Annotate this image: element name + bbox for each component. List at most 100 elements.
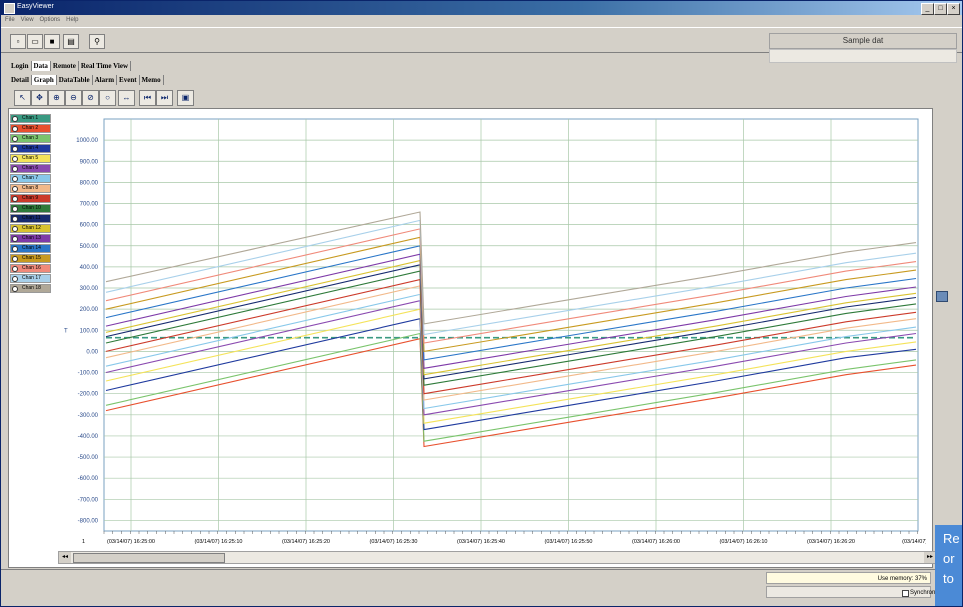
menu-view[interactable]: View [20,17,34,23]
print-icon[interactable]: ▤ [63,34,79,49]
legend-label: Chan 11 [22,215,41,221]
legend-item[interactable]: Chan 6 [10,164,51,173]
tab-remote[interactable]: Remote [51,61,79,71]
maximize-button[interactable]: □ [934,3,947,15]
tab-detail[interactable]: Detail [9,75,32,85]
menu-help[interactable]: Help [66,17,79,23]
x-tick-label: (03/14/07) 16:25:30 [369,539,417,545]
legend-item[interactable]: Chan 11 [10,214,51,223]
legend-radio-icon[interactable] [12,236,18,242]
legend-item[interactable]: Chan 17 [10,274,51,283]
zoom-in-icon[interactable]: ⊕ [48,90,65,106]
legend-item[interactable]: Chan 9 [10,194,51,203]
tab-data[interactable]: Data [31,61,51,71]
overlay-line-3: to [943,571,954,586]
legend-item[interactable]: Chan 14 [10,244,51,253]
open-icon[interactable]: ▭ [27,34,43,49]
legend-item[interactable]: Chan 13 [10,234,51,243]
legend-item[interactable]: Chan 7 [10,174,51,183]
fit-icon[interactable]: ↔ [118,90,135,106]
legend-radio-icon[interactable] [12,266,18,272]
legend-label: Chan 1 [22,115,39,121]
graph-chart[interactable]: 1000.00 900.00 800.00 700.00 600.00 500.00 400… [56,111,926,551]
memory-usage: Use memory: 37% [766,572,931,584]
plot-area [103,118,919,532]
legend-item[interactable]: Chan 18 [10,284,51,293]
scroll-right-icon[interactable]: ▸▸ [924,552,936,563]
close-button[interactable]: × [947,3,960,15]
legend-radio-icon[interactable] [12,226,18,232]
legend-item[interactable]: Chan 1 [10,114,51,123]
legend-radio-icon[interactable] [12,176,18,182]
panel-toggle-button[interactable] [936,291,948,302]
x-tick-label: (03/14/07) 16:25:50 [544,539,592,545]
legend-radio-icon[interactable] [12,286,18,292]
legend-label: Chan 13 [22,235,41,241]
minimize-button[interactable]: _ [921,3,934,15]
legend-label: Chan 17 [22,275,41,281]
tab-graph[interactable]: Graph [31,75,57,85]
menu-options[interactable]: Options [39,17,61,23]
x-tick-label: (03/14/07) 16:25:40 [457,539,505,545]
legend-label: Chan 10 [22,205,41,211]
save-icon[interactable]: ■ [44,34,60,49]
scroll-thumb[interactable] [73,553,225,563]
legend-label: Chan 5 [22,155,39,161]
legend-item[interactable]: Chan 5 [10,154,51,163]
zoom-y-icon[interactable]: ⊘ [82,90,99,106]
find-icon[interactable]: ⚲ [89,34,105,49]
legend-radio-icon[interactable] [12,166,18,172]
x-start-label: 1 [82,539,85,545]
legend-radio-icon[interactable] [12,256,18,262]
new-icon[interactable]: ▫ [10,34,26,49]
legend-item[interactable]: Chan 4 [10,144,51,153]
legend-radio-icon[interactable] [12,146,18,152]
legend-item[interactable]: Chan 16 [10,264,51,273]
tab-event[interactable]: Event [117,75,140,85]
horizontal-scrollbar[interactable]: ◂◂ ▸▸ [58,551,937,564]
print-graph-icon[interactable]: ▣ [177,90,194,106]
x-tick-label: (03/14/07) 16:25:10 [194,539,242,545]
legend-radio-icon[interactable] [12,246,18,252]
legend-radio-icon[interactable] [12,186,18,192]
tab-datatable[interactable]: DataTable [57,75,93,85]
legend-item[interactable]: Chan 3 [10,134,51,143]
app-icon [4,3,15,14]
legend-radio-icon[interactable] [12,156,18,162]
secondary-tabs: Detail Graph DataTable Alarm Event Memo [9,75,164,87]
legend-item[interactable]: Chan 8 [10,184,51,193]
tab-real-time-view[interactable]: Real Time View [79,61,132,71]
y-tick-label: -100.00 [78,371,99,377]
menu-file[interactable]: File [5,17,15,23]
overlay-popup[interactable]: Re or to [935,525,962,606]
legend-radio-icon[interactable] [12,216,18,222]
y-tick-label: -500.00 [78,455,99,461]
zoom-x-icon[interactable]: ⊖ [65,90,82,106]
legend-item[interactable]: Chan 12 [10,224,51,233]
legend-label: Chan 16 [22,265,41,271]
legend-radio-icon[interactable] [12,116,18,122]
y-tick-label: 800.00 [80,180,99,186]
move-icon[interactable]: ✥ [31,90,48,106]
tab-login[interactable]: Login [9,61,32,71]
y-tick-label: 1000.00 [76,138,98,144]
tab-alarm[interactable]: Alarm [93,75,118,85]
legend-radio-icon[interactable] [12,206,18,212]
legend-radio-icon[interactable] [12,276,18,282]
legend-item[interactable]: Chan 10 [10,204,51,213]
zoom-out-icon[interactable]: ○ [99,90,116,106]
tab-memo[interactable]: Memo [140,75,164,85]
sync-box: Synchron [766,586,935,598]
last-icon[interactable]: ⏭ [156,90,173,106]
legend-radio-icon[interactable] [12,136,18,142]
legend-item[interactable]: Chan 15 [10,254,51,263]
legend-label: Chan 7 [22,175,39,181]
sync-checkbox[interactable] [902,590,909,597]
pointer-icon[interactable]: ↖ [14,90,31,106]
legend-radio-icon[interactable] [12,126,18,132]
legend-item[interactable]: Chan 2 [10,124,51,133]
scroll-left-icon[interactable]: ◂◂ [59,552,71,563]
overlay-line-2: or [943,551,955,566]
legend-radio-icon[interactable] [12,196,18,202]
first-icon[interactable]: ⏮ [139,90,156,106]
